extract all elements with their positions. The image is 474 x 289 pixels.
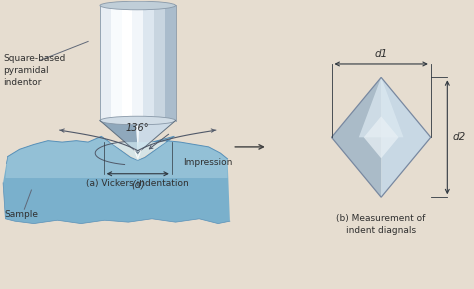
Text: Sample: Sample [4, 210, 38, 218]
Polygon shape [136, 121, 140, 153]
Polygon shape [359, 77, 403, 137]
Polygon shape [165, 5, 175, 121]
Polygon shape [331, 77, 381, 197]
Text: d2: d2 [453, 132, 466, 142]
Text: (a) Vickers indentation: (a) Vickers indentation [86, 179, 189, 188]
Text: Square-based
pyramidal
indentor: Square-based pyramidal indentor [3, 54, 65, 86]
Text: (b) Measurement of
indent diagnals: (b) Measurement of indent diagnals [337, 214, 426, 235]
Polygon shape [143, 5, 154, 121]
Text: (d): (d) [131, 179, 145, 190]
Text: 136°: 136° [126, 123, 150, 133]
Ellipse shape [100, 1, 175, 10]
Polygon shape [381, 77, 431, 197]
Text: Impression: Impression [182, 158, 232, 167]
Polygon shape [132, 5, 143, 121]
Polygon shape [364, 116, 399, 158]
Ellipse shape [100, 116, 175, 125]
Polygon shape [111, 5, 121, 121]
Polygon shape [5, 136, 228, 178]
Polygon shape [100, 5, 111, 121]
Polygon shape [3, 136, 230, 224]
Polygon shape [100, 121, 138, 153]
Text: d1: d1 [374, 49, 388, 59]
Polygon shape [138, 121, 175, 153]
Polygon shape [154, 5, 165, 121]
Polygon shape [121, 5, 132, 121]
Polygon shape [109, 142, 166, 160]
